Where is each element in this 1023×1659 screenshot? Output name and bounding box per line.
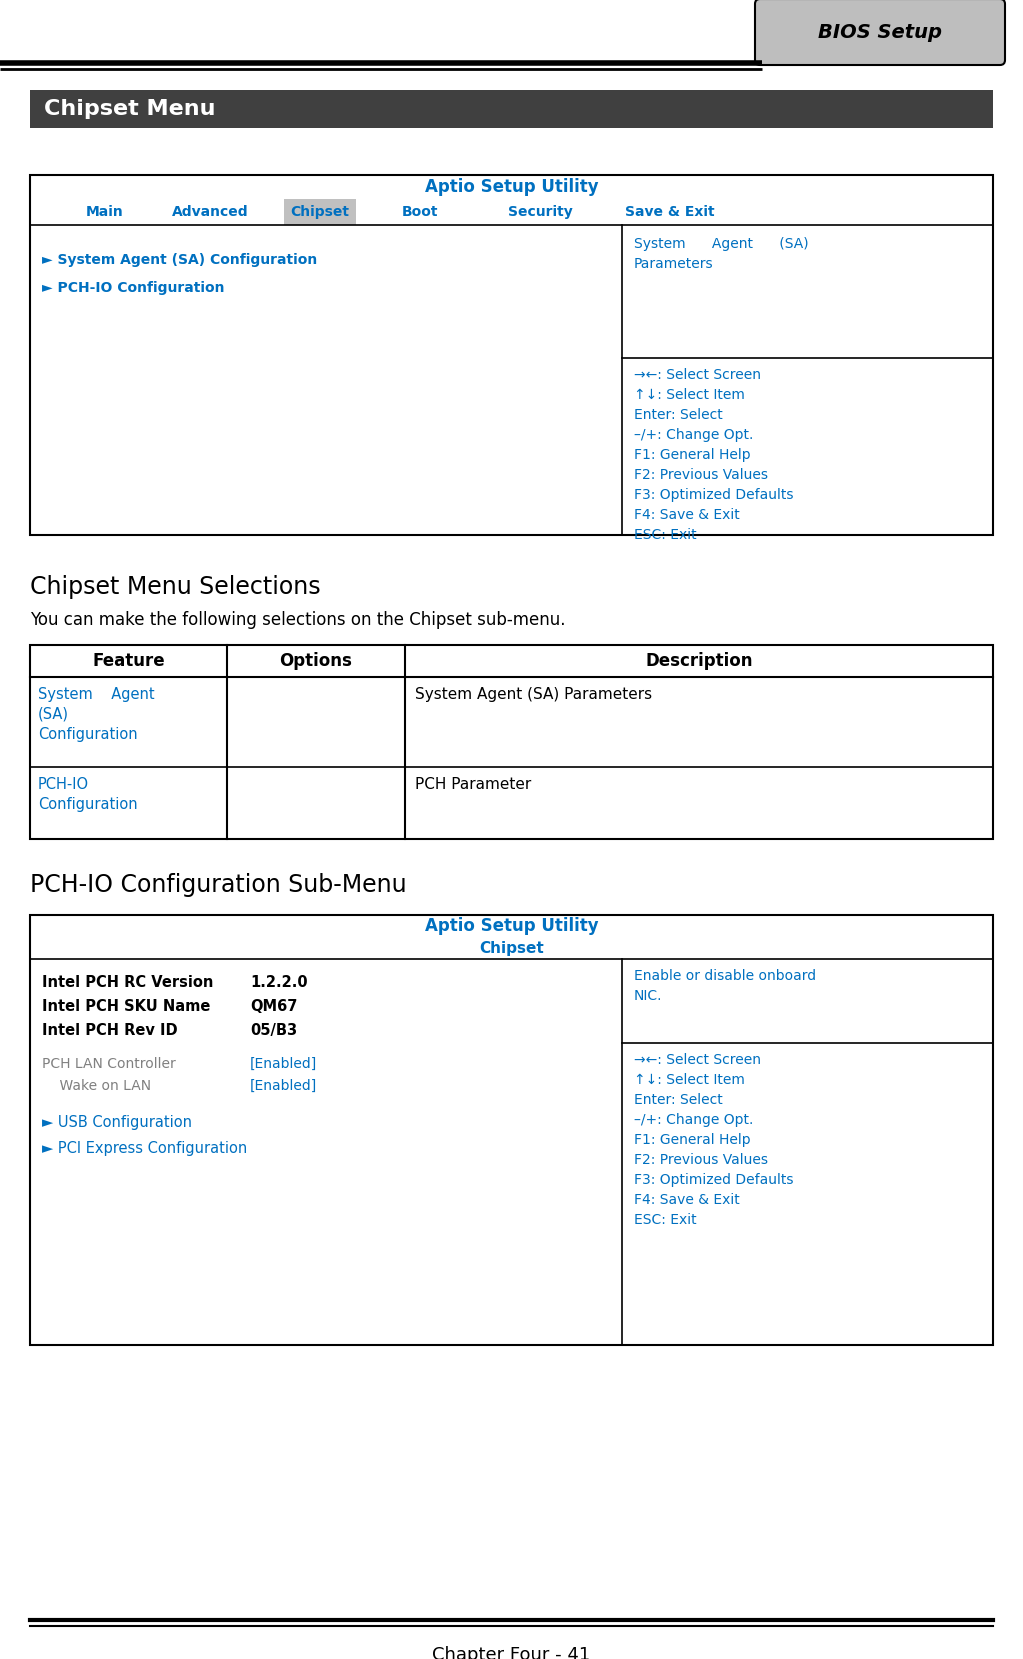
Text: Intel PCH Rev ID: Intel PCH Rev ID [42, 1024, 178, 1039]
Text: PCH LAN Controller: PCH LAN Controller [42, 1057, 176, 1072]
Text: ► System Agent (SA) Configuration: ► System Agent (SA) Configuration [42, 254, 317, 267]
Text: System    Agent
(SA)
Configuration: System Agent (SA) Configuration [38, 687, 154, 742]
Text: Main: Main [86, 206, 124, 219]
Text: System Agent (SA) Parameters: System Agent (SA) Parameters [415, 687, 652, 702]
Text: [Enabled]: [Enabled] [250, 1078, 317, 1093]
Text: You can make the following selections on the Chipset sub-menu.: You can make the following selections on… [30, 611, 566, 629]
Text: System      Agent      (SA)
Parameters: System Agent (SA) Parameters [634, 237, 808, 270]
Bar [30, 645, 993, 839]
Text: Options: Options [279, 652, 353, 670]
Text: Chipset: Chipset [479, 941, 544, 956]
Text: QM67: QM67 [250, 999, 298, 1014]
Text: [Enabled]: [Enabled] [250, 1057, 317, 1072]
Text: Boot: Boot [402, 206, 438, 219]
Text: BIOS Setup: BIOS Setup [818, 23, 942, 41]
Text: 1.2.2.0: 1.2.2.0 [250, 975, 308, 990]
Text: Advanced: Advanced [172, 206, 249, 219]
Text: Chapter Four - 41: Chapter Four - 41 [432, 1646, 590, 1659]
Text: Chipset Menu: Chipset Menu [44, 100, 216, 119]
Bar [284, 199, 356, 226]
Text: Security: Security [507, 206, 573, 219]
Text: ► USB Configuration: ► USB Configuration [42, 1115, 192, 1130]
Text: Chipset: Chipset [291, 206, 350, 219]
Bar [30, 90, 993, 128]
Text: Feature: Feature [92, 652, 165, 670]
Text: Save & Exit: Save & Exit [625, 206, 715, 219]
Text: Aptio Setup Utility: Aptio Setup Utility [425, 178, 598, 196]
Text: ► PCI Express Configuration: ► PCI Express Configuration [42, 1141, 248, 1156]
Text: Wake on LAN: Wake on LAN [42, 1078, 151, 1093]
Text: Aptio Setup Utility: Aptio Setup Utility [425, 917, 598, 936]
Text: ► PCH-IO Configuration: ► PCH-IO Configuration [42, 280, 224, 295]
Text: Description: Description [646, 652, 753, 670]
Text: 05/B3: 05/B3 [250, 1024, 297, 1039]
Text: Enable or disable onboard
NIC.: Enable or disable onboard NIC. [634, 969, 816, 1002]
FancyBboxPatch shape [755, 0, 1005, 65]
Bar [30, 174, 993, 534]
Text: PCH-IO
Configuration: PCH-IO Configuration [38, 776, 138, 811]
Text: Chipset Menu Selections: Chipset Menu Selections [30, 576, 320, 599]
Text: Intel PCH RC Version: Intel PCH RC Version [42, 975, 214, 990]
Text: PCH-IO Configuration Sub-Menu: PCH-IO Configuration Sub-Menu [30, 873, 406, 898]
Text: →←: Select Screen
↑↓: Select Item
Enter: Select
–/+: Change Opt.
F1: General Hel: →←: Select Screen ↑↓: Select Item Enter:… [634, 368, 794, 542]
Text: Intel PCH SKU Name: Intel PCH SKU Name [42, 999, 211, 1014]
Bar [30, 916, 993, 1345]
Text: PCH Parameter: PCH Parameter [415, 776, 531, 791]
Text: →←: Select Screen
↑↓: Select Item
Enter: Select
–/+: Change Opt.
F1: General Hel: →←: Select Screen ↑↓: Select Item Enter:… [634, 1053, 794, 1228]
